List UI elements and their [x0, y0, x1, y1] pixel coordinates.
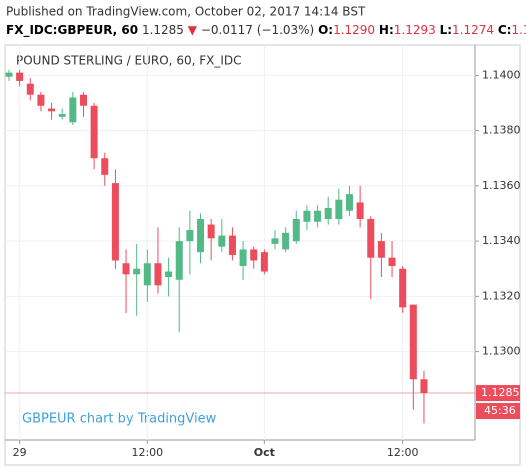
- o-value: 1.1290: [333, 23, 375, 37]
- l-value: 1.1274: [452, 23, 494, 37]
- candle-body: [228, 235, 236, 255]
- candle-body: [420, 379, 428, 394]
- candle-body: [101, 158, 109, 175]
- candle-body: [16, 72, 24, 81]
- candle-body: [388, 257, 396, 266]
- arrow: ▼: [188, 23, 198, 37]
- candle-body: [356, 202, 364, 220]
- symbol: FX_IDC:GBPEUR, 60: [6, 23, 138, 38]
- candle-body: [409, 304, 417, 380]
- candle-body: [218, 235, 226, 247]
- quote-line: FX_IDC:GBPEUR, 60 1.1285 ▼ −0.0117 (−1.0…: [6, 23, 526, 38]
- x-tick-label: Oct: [254, 446, 275, 459]
- candle-body: [250, 249, 258, 261]
- candle-body: [197, 219, 205, 253]
- frame: [4, 44, 521, 466]
- candle-body: [314, 210, 322, 222]
- h-value: 1.1293: [394, 23, 436, 37]
- candle-body: [111, 183, 119, 261]
- c-label: C:: [498, 23, 512, 37]
- candle-body: [324, 207, 332, 220]
- candle-body: [207, 224, 215, 239]
- candle-body: [335, 199, 343, 220]
- candle-body: [5, 72, 13, 77]
- last-price-label: 1.1285: [481, 386, 520, 399]
- price: 1.1285: [142, 23, 184, 37]
- x-tick-label: 12:00: [387, 446, 419, 459]
- watermark: GBPEUR chart by TradingView: [22, 412, 217, 427]
- countdown-tag: [476, 403, 520, 420]
- y-tick-label: 1.1340: [482, 234, 521, 247]
- candle-body: [165, 271, 173, 278]
- chart-title: POUND STERLING / EURO, 60, FX_IDC: [16, 54, 242, 68]
- candle-body: [154, 263, 162, 286]
- candle-body: [69, 97, 77, 123]
- last-price-tag: [476, 385, 520, 402]
- change: −0.0117 (−1.03%): [201, 23, 314, 37]
- l-label: L:: [440, 23, 452, 37]
- candle-body: [377, 241, 385, 258]
- candle-body: [303, 210, 311, 222]
- countdown-label: 45:36: [484, 404, 516, 417]
- candle-body: [143, 263, 151, 286]
- c-value: 1.1285: [511, 23, 526, 37]
- candle-body: [271, 238, 279, 244]
- candle-body: [58, 114, 66, 117]
- y-tick-label: 1.1400: [482, 68, 521, 81]
- published-line: Published on TradingView.com, October 02…: [6, 5, 366, 19]
- candle-body: [175, 241, 183, 280]
- candle-body: [367, 219, 375, 258]
- y-tick-label: 1.1320: [482, 289, 521, 302]
- candle-body: [133, 268, 141, 275]
- o-label: O:: [318, 23, 333, 37]
- candle-body: [79, 94, 87, 106]
- candle-body: [292, 219, 300, 242]
- candle-body: [122, 263, 130, 275]
- candle-body: [48, 108, 56, 112]
- candle-body: [26, 83, 34, 95]
- candle-body: [186, 230, 194, 242]
- x-tick-label: 12:00: [131, 446, 163, 459]
- h-label: H:: [379, 23, 394, 37]
- candle-body: [260, 252, 268, 272]
- candle-body: [90, 105, 98, 159]
- x-tick-label: 29: [13, 446, 27, 459]
- candle-body: [37, 94, 45, 106]
- y-tick-label: 1.1360: [482, 179, 521, 192]
- candle-body: [239, 249, 247, 266]
- candle-body: [345, 194, 353, 211]
- y-tick-label: 1.1380: [482, 124, 521, 137]
- candle-body: [399, 268, 407, 308]
- candle-body: [282, 232, 290, 250]
- y-tick-label: 1.1300: [482, 345, 521, 358]
